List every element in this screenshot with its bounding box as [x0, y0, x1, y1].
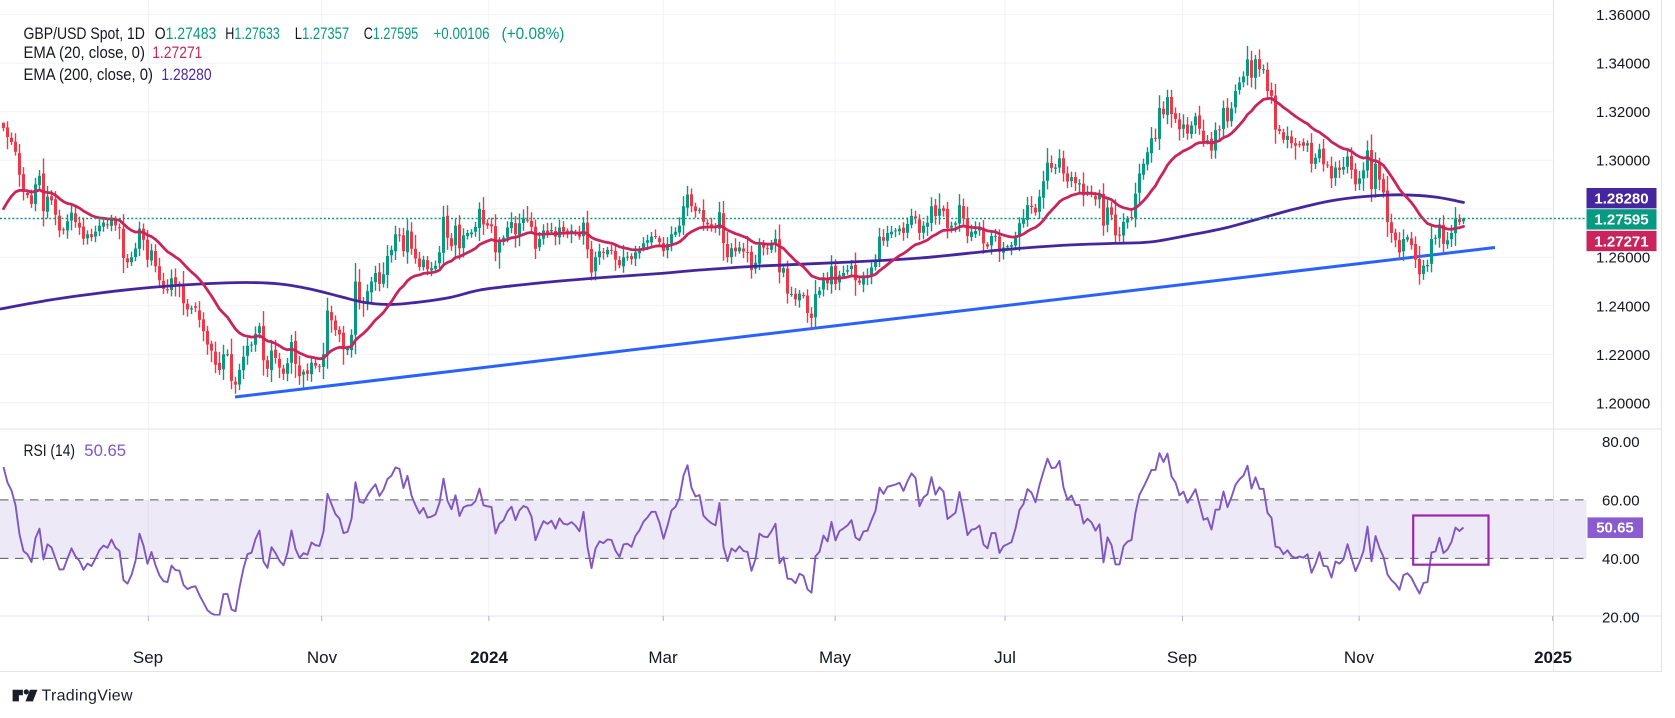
svg-text:1.30000: 1.30000: [1596, 153, 1650, 170]
svg-text:1.22000: 1.22000: [1596, 347, 1650, 364]
svg-text:+0.00106: +0.00106: [434, 24, 490, 43]
svg-text:GBP/USD Spot, 1D: GBP/USD Spot, 1D: [24, 24, 145, 43]
svg-text:2024: 2024: [470, 648, 508, 667]
svg-text:1.27595: 1.27595: [1594, 212, 1648, 229]
svg-text:1.26000: 1.26000: [1596, 250, 1650, 267]
svg-text:50.65: 50.65: [1596, 520, 1634, 537]
svg-text:1.28280: 1.28280: [161, 65, 211, 84]
svg-text:Sep: Sep: [133, 648, 163, 667]
svg-text:RSI (14): RSI (14): [24, 441, 76, 460]
svg-text:1.20000: 1.20000: [1596, 395, 1650, 412]
svg-text:May: May: [819, 648, 852, 667]
svg-text:EMA (200, close, 0): EMA (200, close, 0): [24, 65, 154, 84]
svg-text:1.32000: 1.32000: [1596, 104, 1650, 121]
svg-text:O1.27483: O1.27483: [155, 24, 217, 43]
svg-text:C1.27595: C1.27595: [364, 24, 418, 43]
svg-text:1.28280: 1.28280: [1594, 191, 1648, 208]
svg-text:EMA (20, close, 0): EMA (20, close, 0): [24, 43, 145, 62]
svg-text:1.27271: 1.27271: [152, 43, 202, 62]
svg-text:40.00: 40.00: [1602, 551, 1640, 568]
svg-text:20.00: 20.00: [1602, 610, 1640, 627]
svg-text:Jul: Jul: [994, 648, 1016, 667]
svg-text:50.65: 50.65: [84, 441, 126, 460]
svg-text:(+0.08%): (+0.08%): [502, 24, 565, 43]
svg-text:Mar: Mar: [648, 648, 678, 667]
svg-text:2025: 2025: [1534, 648, 1572, 667]
svg-text:H1.27633: H1.27633: [225, 24, 280, 43]
svg-text:Nov: Nov: [307, 648, 338, 667]
svg-text:1.36000: 1.36000: [1596, 7, 1650, 24]
svg-text:L1.27357: L1.27357: [295, 24, 349, 43]
svg-text:80.00: 80.00: [1602, 434, 1640, 451]
svg-text:1.34000: 1.34000: [1596, 56, 1650, 73]
svg-text:1.27271: 1.27271: [1594, 233, 1648, 250]
svg-text:Nov: Nov: [1344, 648, 1375, 667]
svg-text:Sep: Sep: [1167, 648, 1197, 667]
svg-text:1.24000: 1.24000: [1596, 298, 1650, 315]
svg-text:TradingView: TradingView: [42, 688, 133, 705]
svg-text:60.00: 60.00: [1602, 492, 1640, 509]
